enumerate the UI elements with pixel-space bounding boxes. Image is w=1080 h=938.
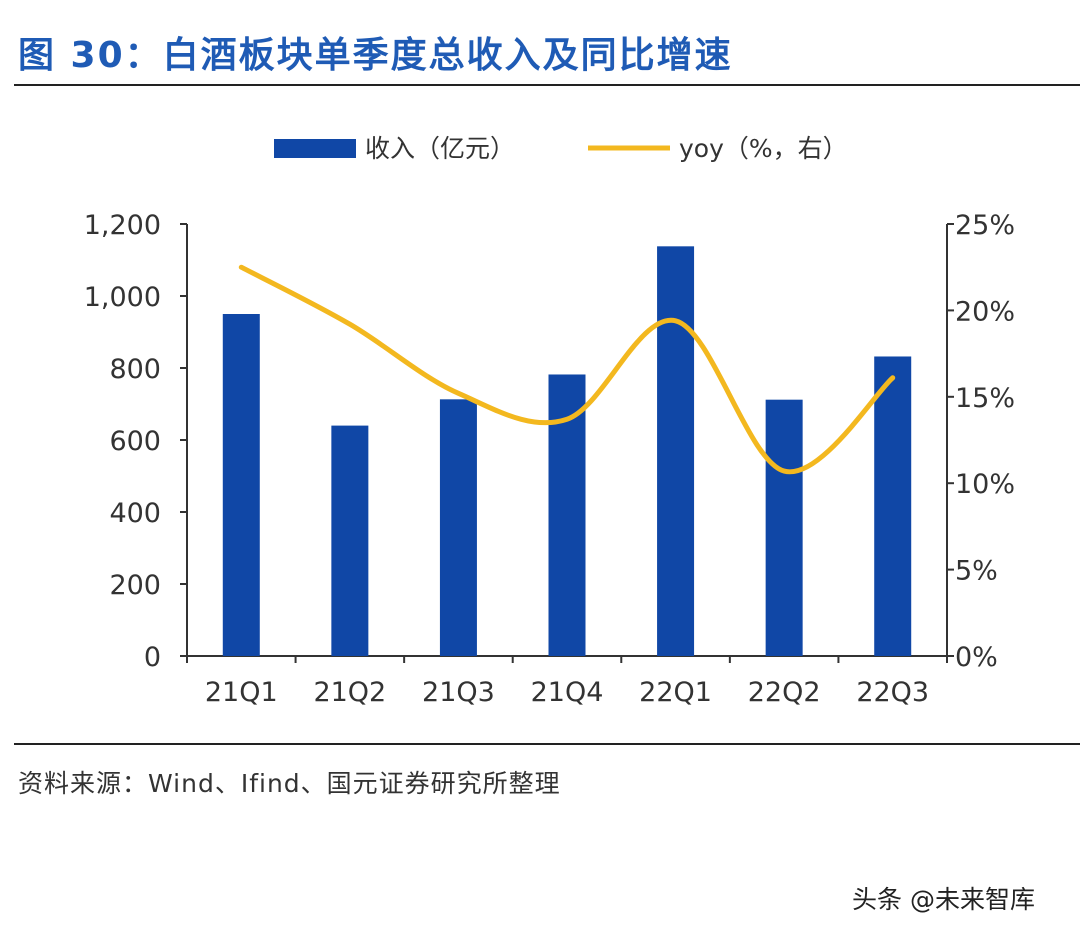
legend-line-label: yoy（%，右） xyxy=(679,134,848,163)
bottom-rule xyxy=(14,743,1080,745)
left-tick-label: 0 xyxy=(144,642,161,673)
bar-series xyxy=(222,246,912,656)
bar-21Q1 xyxy=(222,314,260,656)
right-tick-label: 10% xyxy=(955,469,1015,500)
bar-21Q3 xyxy=(439,399,477,656)
x-tick-label: 22Q3 xyxy=(856,677,929,708)
line-series xyxy=(238,264,896,475)
left-tick-label: 1,200 xyxy=(84,210,161,241)
bar-22Q3 xyxy=(874,356,912,656)
x-tick-label: 21Q3 xyxy=(422,677,495,708)
watermark: 头条 @未来智库 xyxy=(852,885,1035,914)
left-tick-label: 1,000 xyxy=(84,282,161,313)
top-rule xyxy=(14,84,1080,86)
figure-title: 图 30：白酒板块单季度总收入及同比增速 xyxy=(18,35,733,76)
bar-22Q2 xyxy=(765,399,803,656)
legend-bar-swatch xyxy=(274,139,356,158)
legend: 收入（亿元） yoy（%，右） xyxy=(274,134,848,163)
x-tick-label: 22Q1 xyxy=(639,677,712,708)
legend-bar-label: 收入（亿元） xyxy=(365,134,515,163)
right-tick-label: 20% xyxy=(955,296,1015,327)
x-tick-label: 21Q4 xyxy=(531,677,604,708)
right-tick-label: 0% xyxy=(955,642,998,673)
source-note: 资料来源：Wind、Ifind、国元证券研究所整理 xyxy=(18,769,561,798)
right-tick-label: 15% xyxy=(955,383,1015,414)
left-tick-label: 200 xyxy=(109,570,161,601)
x-tick-label: 22Q2 xyxy=(748,677,821,708)
x-tick-label: 21Q2 xyxy=(313,677,386,708)
right-tick-label: 5% xyxy=(955,556,998,587)
left-tick-label: 800 xyxy=(109,354,161,385)
left-tick-label: 600 xyxy=(109,426,161,457)
bar-22Q1 xyxy=(657,246,695,656)
bar-21Q2 xyxy=(331,425,369,656)
right-tick-label: 25% xyxy=(955,210,1015,241)
x-tick-label: 21Q1 xyxy=(205,677,278,708)
left-tick-label: 400 xyxy=(109,498,161,529)
tick-labels: 0 200 400 600 800 1,000 1,200 0% 5% 10% 15% 20% 25% 2… xyxy=(84,210,1015,708)
